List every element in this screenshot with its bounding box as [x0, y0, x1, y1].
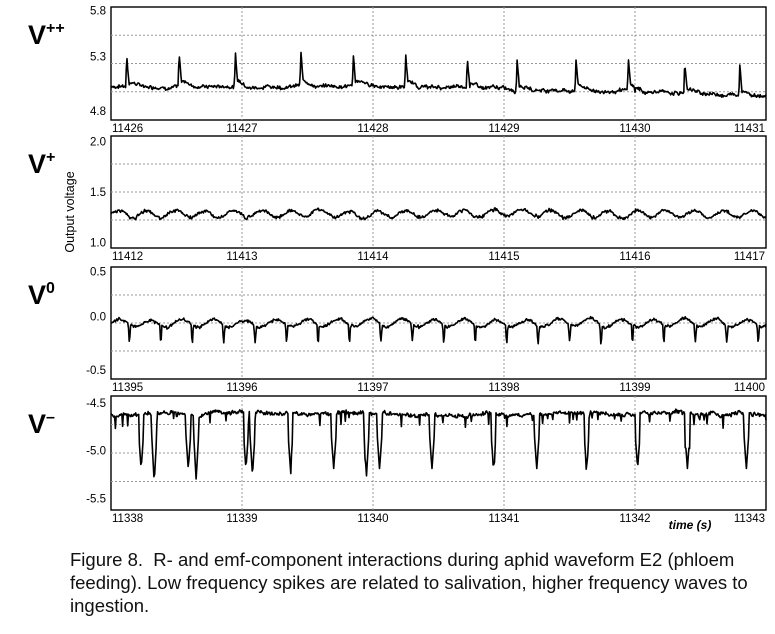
x-tick-label: 11426: [112, 123, 143, 135]
y-tick-label: -5.0: [86, 446, 106, 458]
y-tick-label: 5.3: [90, 52, 106, 64]
x-tick-label: 11395: [112, 382, 143, 394]
x-tick-label: 11414: [357, 251, 389, 263]
x-tick-label: 11396: [226, 382, 257, 394]
y-tick-label: 1.0: [90, 237, 106, 249]
x-tick-label: 11342: [619, 513, 650, 525]
panel-2: 2.0 1.5 1.0 11412 11413 11414 11415 11416 11417 V…: [28, 135, 767, 263]
x-tick-label: 11343: [734, 513, 765, 525]
y-tick-label: 2.0: [90, 137, 106, 149]
panel-label: V0: [28, 280, 55, 310]
x-tick-label: 11428: [357, 123, 388, 135]
time-axis-label: time (s): [669, 518, 712, 532]
y-tick-label: 0.0: [90, 311, 106, 323]
panel-label: V–: [28, 409, 55, 439]
x-tick-label: 11341: [488, 513, 519, 525]
x-tick-label: 11398: [488, 382, 519, 394]
signal-trace: [110, 51, 767, 99]
signal-trace: [110, 207, 767, 221]
x-tick-label: 11399: [619, 382, 650, 394]
y-tick-label: -0.5: [86, 365, 106, 377]
x-tick-label: 11412: [112, 251, 143, 263]
panel-1: 5.8 5.3 4.8 11426 11427 11428 11429 11430 11431 V…: [28, 5, 767, 135]
x-tick-label: 11431: [734, 123, 765, 135]
x-tick-label: 11430: [619, 123, 650, 135]
panel-label: V+: [28, 149, 55, 179]
x-tick-label: 11400: [734, 382, 765, 394]
panel-4: -4.5 -5.0 -5.5 11338 11339 11340 11341 11342 113…: [28, 395, 767, 525]
y-tick-label: 0.5: [90, 266, 106, 278]
x-tick-label: 11338: [112, 513, 143, 525]
y-axis-label: Output voltage: [63, 171, 77, 252]
signal-trace: [110, 408, 767, 480]
caption-text: Figure 8. R- and emf-component interacti…: [70, 549, 753, 616]
x-tick-label: 11340: [357, 513, 388, 525]
y-tick-label: 5.8: [90, 5, 106, 17]
y-tick-label: -4.5: [86, 398, 106, 410]
x-tick-label: 11427: [226, 123, 257, 135]
y-tick-label: 4.8: [90, 106, 106, 118]
panel-3: 0.5 0.0 -0.5 11395 11396 11397 11398 11399 11400…: [28, 266, 767, 394]
x-tick-label: 11429: [488, 123, 519, 135]
x-tick-label: 11417: [734, 251, 765, 263]
x-tick-label: 11415: [488, 251, 519, 263]
y-tick-label: 1.5: [90, 187, 106, 199]
x-tick-label: 11416: [619, 251, 650, 263]
x-tick-label: 11413: [226, 251, 257, 263]
signal-trace: [110, 315, 767, 345]
figure-caption: Figure 8. R- and emf-component interacti…: [70, 548, 770, 617]
x-tick-label: 11397: [357, 382, 388, 394]
x-tick-label: 11339: [226, 513, 257, 525]
panel-label: V++: [28, 20, 65, 50]
y-tick-label: -5.5: [86, 494, 106, 506]
